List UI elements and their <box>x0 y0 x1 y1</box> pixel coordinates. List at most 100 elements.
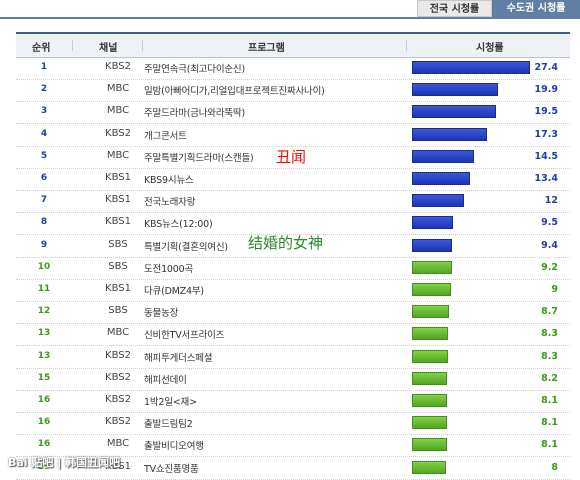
program-link[interactable]: KBS9시뉴스 <box>144 175 194 186</box>
program-link[interactable]: 동물농장 <box>144 308 179 320</box>
channel-cell: KBS1 <box>105 460 131 472</box>
program-link[interactable]: 해피투게더스페셜 <box>144 352 213 364</box>
header-divider <box>72 40 73 51</box>
rank-cell: 7 <box>40 195 48 206</box>
program-link[interactable]: 주말드라마(금나와라뚝딱) <box>144 108 245 120</box>
table-row[interactable]: 16 KBS2 1박2일<재> 8.1 <box>16 390 570 413</box>
rank-cell: 4 <box>40 128 48 139</box>
rank-cell: 16 <box>37 417 51 428</box>
header-program: 프로그램 <box>248 43 285 54</box>
rating-bar <box>412 394 447 407</box>
rating-bar <box>412 83 498 97</box>
table-row[interactable]: 7 KBS1 전국노래자랑 12 <box>16 190 570 214</box>
channel-cell: KBS1 <box>105 283 131 294</box>
program-link[interactable]: 신비한TV서프라이즈 <box>144 330 225 342</box>
channel-cell: KBS2 <box>105 127 131 139</box>
channel-cell: KBS2 <box>105 61 131 72</box>
table-row[interactable]: 13 KBS2 해피투게더스페셜 8.3 <box>16 346 570 369</box>
program-link[interactable]: 개그콘서트 <box>144 130 187 142</box>
table-row[interactable]: 8 KBS1 KBS뉴스(12:00) 9.5 <box>16 212 570 236</box>
rating-value: 9 <box>551 284 558 295</box>
table-row[interactable]: 13 MBC 신비한TV서프라이즈 8.3 <box>16 323 570 347</box>
program-link[interactable]: 주말연속극(최고다이순신) <box>144 64 245 75</box>
program-link[interactable]: 일밤(아빠어디가,리얼입대프로젝트진짜사나이) <box>144 86 325 98</box>
channel-cell: SBS <box>108 238 128 250</box>
channel-cell: SBS <box>108 305 128 317</box>
rating-value: 19.9 <box>534 84 558 96</box>
rank-cell: 8 <box>40 217 48 228</box>
program-link[interactable]: 특별기획(결혼의여신) <box>144 241 228 253</box>
table-row[interactable]: 11 KBS1 다큐(DMZ4부) 9 <box>16 279 570 302</box>
rank-cell: 2 <box>40 84 48 95</box>
table-row[interactable]: 2 MBC 일밤(아빠어디가,리얼입대프로젝트진짜사나이) 19.9 <box>16 79 570 103</box>
program-link[interactable]: 도전1000곡 <box>144 263 193 275</box>
header-divider <box>406 40 407 51</box>
program-link[interactable]: 출발비디오여행 <box>144 441 204 453</box>
rank-cell: 16 <box>37 395 51 405</box>
tab-underline <box>0 17 580 19</box>
rating-value: 8.1 <box>541 417 558 429</box>
rating-value: 8 <box>551 461 558 473</box>
rank-cell: 13 <box>37 350 51 361</box>
rating-value: 8.1 <box>541 395 558 406</box>
tab-capital-rating[interactable]: 수도권 시청률 <box>492 0 580 17</box>
rating-value: 9.2 <box>541 261 558 273</box>
rating-bar <box>412 371 447 385</box>
table-row[interactable]: 9 SBS 특별기획(결혼의여신) 9.4 <box>16 235 570 258</box>
rating-bar <box>412 349 448 363</box>
rank-cell: 19 <box>37 461 51 472</box>
table-row[interactable]: 12 SBS 동물농장 8.7 <box>16 301 570 325</box>
table-row[interactable]: 10 SBS 도전1000곡 9.2 <box>16 257 570 280</box>
channel-cell: MBC <box>106 149 130 161</box>
rating-value: 8.1 <box>541 439 558 451</box>
program-link[interactable]: 1박2일<재> <box>144 397 197 408</box>
program-link[interactable]: 다큐(DMZ4부) <box>144 286 204 297</box>
rating-value: 14.5 <box>534 150 558 162</box>
rating-value: 19.5 <box>534 106 558 118</box>
rating-bar <box>412 127 487 141</box>
program-link[interactable]: 전국노래자랑 <box>144 197 196 209</box>
rating-value: 12 <box>544 195 558 207</box>
rank-cell: 10 <box>37 261 51 272</box>
table-row[interactable]: 5 MBC 주말특별기획드라마(스캔들) 14.5 <box>16 146 570 169</box>
rank-cell: 12 <box>37 306 51 317</box>
rating-value: 8.2 <box>541 372 558 384</box>
table-row[interactable]: 15 KBS2 해피선데이 8.2 <box>16 368 570 391</box>
program-link[interactable]: 해피선데이 <box>144 374 187 386</box>
rating-value: 17.3 <box>534 128 558 140</box>
header-rating: 시청률 <box>476 43 504 54</box>
tab-national-rating[interactable]: 전국 시청률 <box>417 0 492 17</box>
rating-bar <box>412 327 448 341</box>
header-rank: 순위 <box>32 43 51 54</box>
channel-cell: KBS2 <box>105 416 131 428</box>
rank-cell: 11 <box>37 284 51 294</box>
program-link[interactable]: KBS뉴스(12:00) <box>144 219 213 231</box>
table-row[interactable]: 4 KBS2 개그콘서트 17.3 <box>16 124 570 147</box>
rank-cell: 3 <box>40 106 48 117</box>
table-row[interactable]: 1 KBS2 주말연속극(최고다이순신) 27.4 <box>16 57 570 80</box>
table-header: 순위 채널 프로그램 시청률 <box>16 32 570 58</box>
annotation-scandal: 丑闻 <box>276 148 307 166</box>
rank-cell: 6 <box>40 173 48 183</box>
rating-bar <box>412 460 446 474</box>
program-link[interactable]: TV쇼진품명품 <box>144 463 199 475</box>
rank-cell: 16 <box>37 439 51 450</box>
rating-value: 8.3 <box>541 328 558 340</box>
rating-value: 9.4 <box>541 239 558 251</box>
channel-cell: KBS1 <box>105 216 131 228</box>
channel-cell: KBS2 <box>105 371 131 383</box>
channel-cell: KBS2 <box>105 349 131 361</box>
rating-bar <box>412 260 452 274</box>
channel-cell: MBC <box>106 327 130 339</box>
table-row[interactable]: 3 MBC 주말드라마(금나와라뚝딱) 19.5 <box>16 101 570 125</box>
program-link[interactable]: 출발드림팀2 <box>144 419 193 431</box>
table-row[interactable]: 16 KBS2 출발드림팀2 8.1 <box>16 412 570 436</box>
table-row[interactable]: 16 MBC 출발비디오여행 8.1 <box>16 434 570 458</box>
header-channel: 채널 <box>99 43 118 54</box>
table-row[interactable]: 6 KBS1 KBS9시뉴스 13.4 <box>16 168 570 191</box>
rank-cell: 15 <box>37 372 51 383</box>
program-link[interactable]: 주말특별기획드라마(스캔들) <box>144 152 254 164</box>
rating-bar <box>412 172 470 185</box>
rating-value: 9.5 <box>541 217 558 229</box>
rating-bar <box>412 149 474 163</box>
